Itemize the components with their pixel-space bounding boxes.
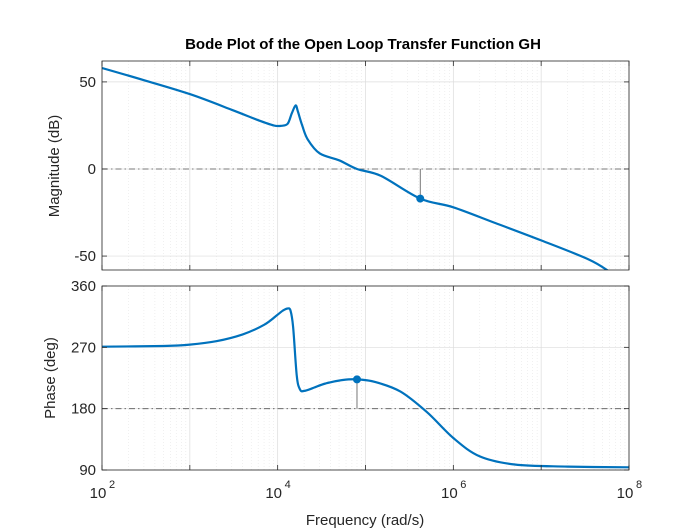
- magnitude-marker: [416, 194, 425, 203]
- phase-y-label: Phase (deg): [42, 337, 59, 419]
- magnitude-series-line: [102, 66, 609, 270]
- phase-marker: [352, 375, 361, 384]
- x-tick-label: 10: [617, 485, 634, 502]
- x-tick-exponent: 2: [109, 479, 115, 491]
- phase-y-ticks: 90 180 270 360: [71, 278, 630, 479]
- mag-ytick-label: 0: [88, 161, 96, 178]
- ph-ytick-label: 360: [71, 278, 96, 295]
- ph-ytick-label: 90: [79, 462, 96, 479]
- magnitude-y-label: Magnitude (dB): [46, 115, 63, 218]
- x-tick-label: 10: [441, 485, 458, 502]
- magnitude-y-ticks: -50 0 50: [74, 61, 630, 270]
- x-tick-label: 10: [90, 485, 107, 502]
- ph-ytick-label: 270: [71, 339, 96, 356]
- magnitude-grid: [101, 61, 630, 270]
- chart-title: Bode Plot of the Open Loop Transfer Func…: [185, 36, 541, 53]
- x-tick-label: 10: [265, 485, 282, 502]
- x-tick-exponent: 8: [636, 479, 642, 491]
- x-ticks: 10 2 10 4 10 6 10 8: [90, 479, 642, 502]
- x-tick-exponent: 6: [460, 479, 466, 491]
- x-axis-label: Frequency (rad/s): [306, 512, 424, 529]
- phase-series-line: [102, 307, 629, 469]
- x-tick-exponent: 4: [285, 479, 291, 491]
- mag-ytick-label: 50: [79, 74, 96, 91]
- mag-ytick-label: -50: [74, 248, 96, 265]
- ph-ytick-label: 180: [71, 401, 96, 418]
